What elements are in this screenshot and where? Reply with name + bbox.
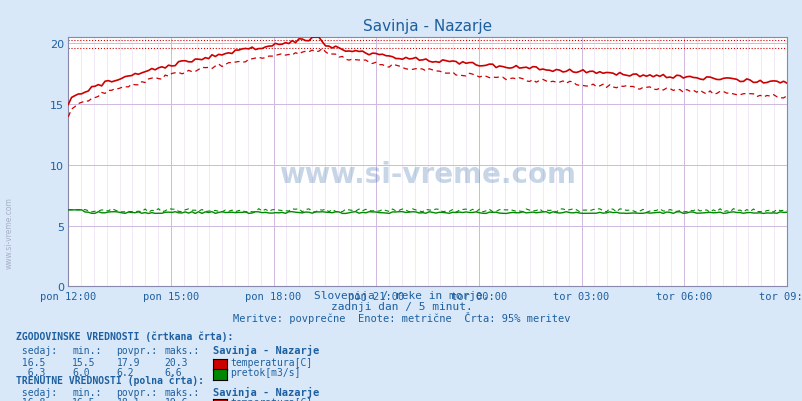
Text: 16.5: 16.5 <box>72 397 95 401</box>
Text: povpr.:: povpr.: <box>116 345 157 355</box>
Text: temperatura[C]: temperatura[C] <box>230 357 312 367</box>
Text: maks.:: maks.: <box>164 387 200 397</box>
Text: min.:: min.: <box>72 387 102 397</box>
Text: Slovenija / reke in morje.: Slovenija / reke in morje. <box>314 291 488 301</box>
Text: sedaj:: sedaj: <box>16 387 57 397</box>
Text: 16.8: 16.8 <box>16 397 46 401</box>
Text: www.si-vreme.com: www.si-vreme.com <box>279 161 575 189</box>
Text: TRENUTNE VREDNOSTI (polna črta):: TRENUTNE VREDNOSTI (polna črta): <box>16 375 204 385</box>
Text: ZGODOVINSKE VREDNOSTI (črtkana črta):: ZGODOVINSKE VREDNOSTI (črtkana črta): <box>16 330 233 341</box>
Text: Meritve: povprečne  Enote: metrične  Črta: 95% meritev: Meritve: povprečne Enote: metrične Črta:… <box>233 311 569 323</box>
Text: 6.2: 6.2 <box>116 367 134 377</box>
Text: 6.3: 6.3 <box>16 367 46 377</box>
Text: 16.5: 16.5 <box>16 357 46 367</box>
Title: Savinja - Nazarje: Savinja - Nazarje <box>363 19 492 34</box>
Text: Savinja - Nazarje: Savinja - Nazarje <box>213 386 318 397</box>
Text: 6.6: 6.6 <box>164 367 182 377</box>
Text: 20.3: 20.3 <box>164 357 188 367</box>
Text: pretok[m3/s]: pretok[m3/s] <box>230 367 301 377</box>
Text: 15.5: 15.5 <box>72 357 95 367</box>
Text: 18.1: 18.1 <box>116 397 140 401</box>
Text: zadnji dan / 5 minut.: zadnji dan / 5 minut. <box>330 302 472 312</box>
Text: 6.0: 6.0 <box>72 367 90 377</box>
Text: www.si-vreme.com: www.si-vreme.com <box>5 197 14 268</box>
Text: maks.:: maks.: <box>164 345 200 355</box>
Text: povpr.:: povpr.: <box>116 387 157 397</box>
Text: sedaj:: sedaj: <box>16 345 57 355</box>
Text: min.:: min.: <box>72 345 102 355</box>
Text: temperatura[C]: temperatura[C] <box>230 397 312 401</box>
Text: Savinja - Nazarje: Savinja - Nazarje <box>213 344 318 355</box>
Text: 17.9: 17.9 <box>116 357 140 367</box>
Text: 19.6: 19.6 <box>164 397 188 401</box>
